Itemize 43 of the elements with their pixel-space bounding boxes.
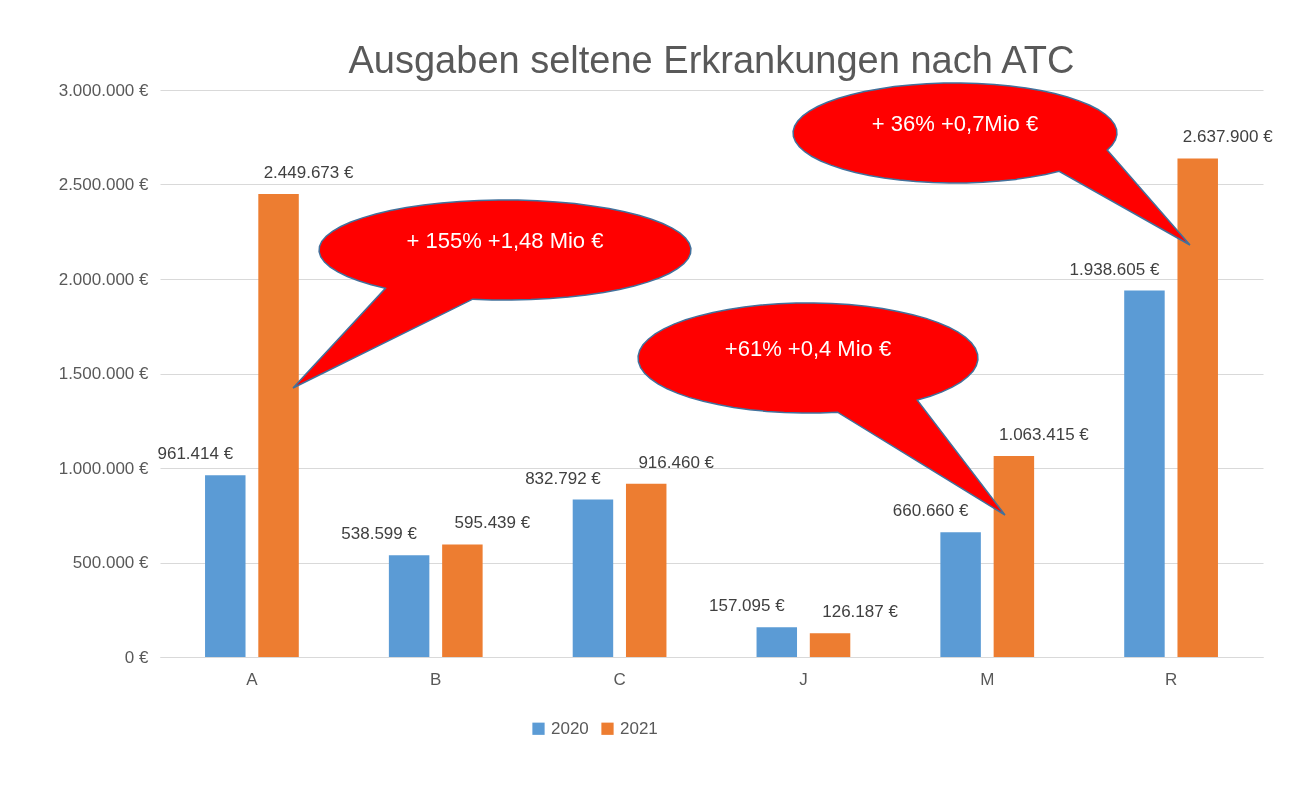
data-label: 660.660 € <box>892 501 969 521</box>
y-tick-label: 3.000.000 € <box>58 80 150 100</box>
bar <box>205 475 246 657</box>
x-tick-label: C <box>613 669 626 689</box>
bar <box>1177 158 1218 657</box>
data-label: 595.439 € <box>454 513 531 533</box>
chart-title: Ausgaben seltene Erkrankungen nach ATC <box>348 39 1075 81</box>
bar <box>388 555 430 657</box>
bar <box>625 483 667 657</box>
data-label: 126.187 € <box>822 602 899 622</box>
bar <box>1124 290 1165 657</box>
y-tick-label: 500.000 € <box>72 553 150 572</box>
annotation: +61% +0,4 Mio € <box>724 335 892 361</box>
data-label: 2.449.673 € <box>263 163 354 183</box>
data-label: 157.095 € <box>708 596 786 616</box>
y-tick-label: 2.500.000 € <box>58 175 150 194</box>
y-tick-label: 2.000.000 € <box>58 269 150 289</box>
x-tick-label: B <box>430 669 442 689</box>
x-tick-label: M <box>980 669 995 689</box>
x-tick-label: J <box>799 669 808 689</box>
y-tick-label: 0 € <box>124 647 150 667</box>
bar <box>993 456 1035 657</box>
bar <box>258 194 299 657</box>
data-label: 832.792 € <box>525 468 602 488</box>
annotation: + 155% +1,48 Mio € <box>406 227 604 253</box>
legend-label: 2020 <box>551 718 589 738</box>
data-label: 916.460 € <box>638 452 715 472</box>
data-label: 538.599 € <box>341 524 418 544</box>
data-label: 1.063.415 € <box>998 425 1090 445</box>
data-label: 1.938.605 € <box>1069 259 1160 279</box>
y-tick-label: 1.500.000 € <box>58 364 150 383</box>
legend-label: 2021 <box>620 718 658 738</box>
y-tick-label: 1.000.000 € <box>58 458 150 478</box>
annotation: + 36% +0,7Mio € <box>871 110 1039 136</box>
bar <box>442 544 483 657</box>
data-label: 961.414 € <box>157 444 234 464</box>
bar <box>756 627 798 657</box>
bar <box>809 633 851 657</box>
data-label: 2.637.900 € <box>1182 127 1274 147</box>
x-tick-label: A <box>246 669 259 689</box>
bar <box>572 499 614 657</box>
bar <box>940 532 981 657</box>
x-tick-label: R <box>1164 669 1178 689</box>
